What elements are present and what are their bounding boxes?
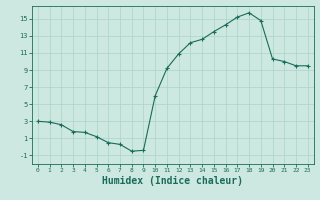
X-axis label: Humidex (Indice chaleur): Humidex (Indice chaleur) (102, 176, 243, 186)
